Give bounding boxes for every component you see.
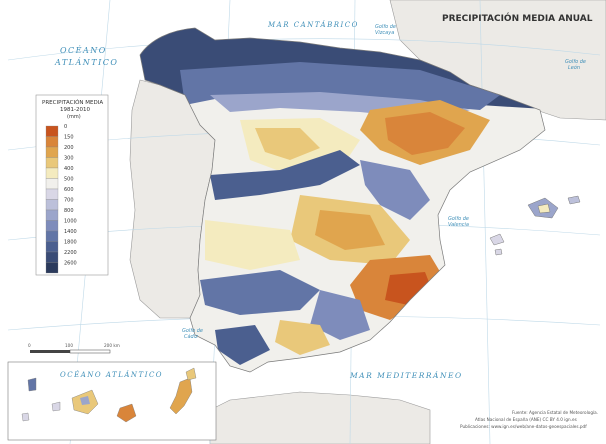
gulf-cadiz-label-line1: Golfo de	[182, 328, 203, 334]
gulf-vizcaya-label-line1: Golfo de	[375, 24, 396, 30]
gulf-cadiz-label-line2: Cádiz	[184, 333, 198, 340]
legend-class-label: 400	[64, 166, 74, 172]
legend-swatch	[45, 262, 59, 274]
legend-class-label: 1400	[64, 229, 77, 235]
atlantic-ocean-label-line1: OCÉANO	[60, 46, 107, 55]
gulf-vizcaya-label-line2: Vizcaya	[375, 30, 394, 36]
legend-title-line2: 1981-2010	[60, 107, 90, 113]
legend-swatch	[45, 188, 59, 200]
cantabrian-sea-label: MAR CANTÁBRICO	[267, 20, 359, 29]
map-title: PRECIPITACIÓN MEDIA ANUAL	[442, 12, 593, 24]
legend-class-label: 2600	[64, 261, 77, 267]
legend-swatch	[45, 178, 59, 190]
legend: PRECIPITACIÓN MEDIA 1981-2010 (mm) 0 150 2…	[35, 94, 109, 276]
scale-tick-100: 100	[65, 343, 73, 348]
mediterranean-sea-label: MAR MEDITERRÁNEO	[349, 371, 463, 380]
gulf-leon-label-line2: León	[568, 64, 580, 71]
canary-atlantic-label: OCÉANO ATLÁNTICO	[60, 370, 163, 379]
legend-class-label: 0	[64, 124, 67, 130]
legend-swatch	[45, 199, 59, 211]
gulf-valencia-label-line1: Golfo de	[448, 216, 469, 222]
legend-swatch	[45, 230, 59, 242]
scale-tick-200: 200 km	[104, 343, 120, 348]
legend-swatch	[45, 157, 59, 169]
credit-line2: Atlas Nacional de España (ANE) CC BY 4.0…	[475, 417, 577, 422]
legend-class-label: 500	[64, 177, 74, 183]
gulf-valencia-label-line2: Valencia	[448, 222, 469, 228]
credit-line3: Publicaciones: www.ign.es/web/ane-datos-…	[460, 424, 587, 429]
africa-land	[209, 391, 431, 444]
legend-swatch	[45, 251, 59, 263]
balearic-islands	[489, 195, 581, 256]
legend-swatch	[45, 146, 59, 158]
scale-tick-0: 0	[28, 343, 31, 348]
canary-inset: OCÉANO ATLÁNTICO	[7, 361, 217, 441]
legend-class-label: 700	[64, 198, 74, 204]
legend-swatch	[45, 136, 59, 148]
legend-swatch	[45, 220, 59, 232]
legend-swatch	[45, 241, 59, 253]
legend-title-line1: PRECIPITACIÓN MEDIA	[42, 99, 103, 106]
legend-class-label: 600	[64, 187, 74, 193]
legend-class-label: 300	[64, 156, 74, 162]
legend-swatch	[45, 125, 59, 137]
scale-bar: 0 100 200 km	[28, 343, 120, 354]
legend-class-label: 1000	[64, 219, 77, 225]
legend-unit: (mm)	[67, 114, 81, 120]
atlantic-ocean-label-line2: ATLÁNTICO	[54, 58, 118, 67]
gulf-leon-label-line1: Golfo de	[565, 59, 586, 65]
legend-class-label: 150	[64, 135, 74, 141]
legend-swatch	[45, 167, 59, 179]
legend-class-label: 2200	[64, 250, 77, 256]
credit-line1: Fuente: Agencia Estatal de Meteorología.	[512, 410, 598, 415]
legend-class-label: 800	[64, 208, 74, 214]
legend-class-label: 1800	[64, 240, 77, 246]
legend-swatches: 0 150 200 300 400 500 600 700 800 1000 1400 1800 220…	[45, 124, 77, 274]
spain-coastline	[139, 27, 546, 373]
legend-swatch	[45, 209, 59, 221]
legend-class-label: 200	[64, 145, 74, 151]
